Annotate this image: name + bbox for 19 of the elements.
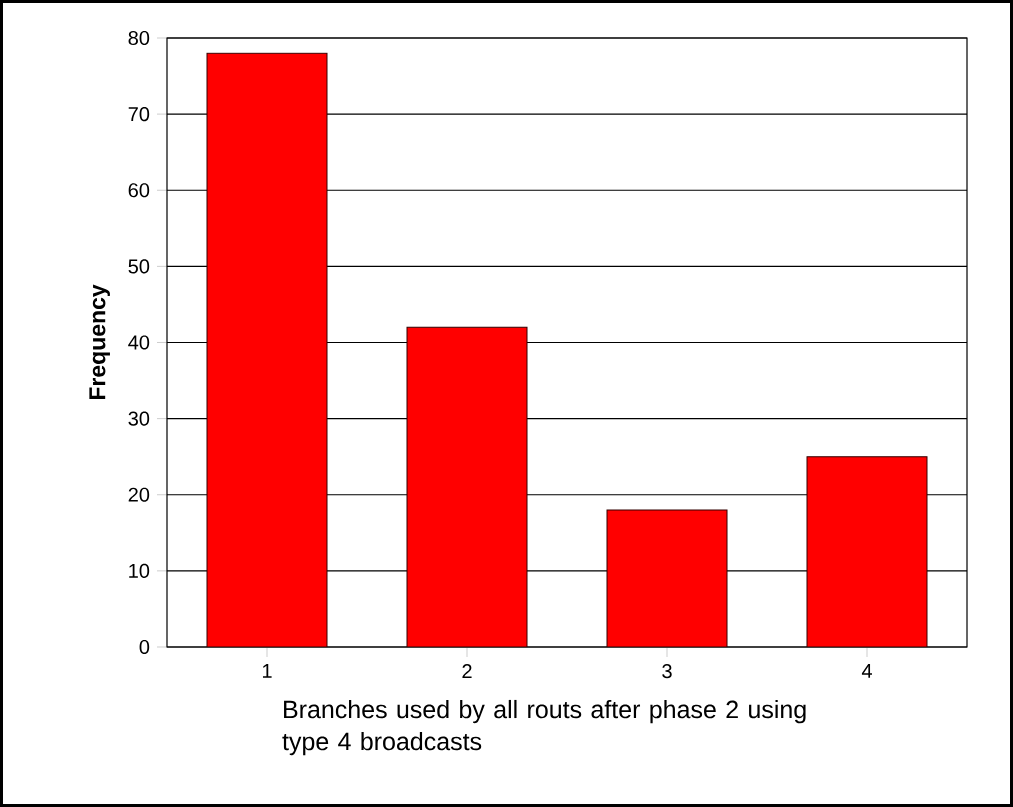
bar	[406, 326, 528, 647]
x-tick-label: 2	[462, 664, 472, 679]
x-tick-label: 1	[262, 664, 272, 678]
y-tick-label: 10	[129, 563, 150, 578]
y-axis-title: Frequency	[89, 284, 110, 400]
y-tick-label: 40	[128, 335, 150, 350]
x-tick-label: 3	[662, 664, 672, 679]
y-tick-label: 50	[128, 259, 150, 274]
y-tick-label: 0	[139, 639, 150, 655]
bar	[806, 456, 928, 647]
bar	[206, 52, 328, 647]
y-tick-label: 60	[128, 183, 150, 198]
x-axis-title: Branches used by all routs after phase 2 using type 4 broadcasts	[282, 699, 806, 756]
y-tick-label: 20	[128, 487, 150, 502]
bar	[606, 509, 728, 647]
y-tick-label: 30	[128, 411, 150, 426]
y-tick-label: 80	[128, 30, 150, 46]
x-tick-label: 4	[861, 664, 872, 678]
y-tick-label: 70	[128, 107, 150, 122]
